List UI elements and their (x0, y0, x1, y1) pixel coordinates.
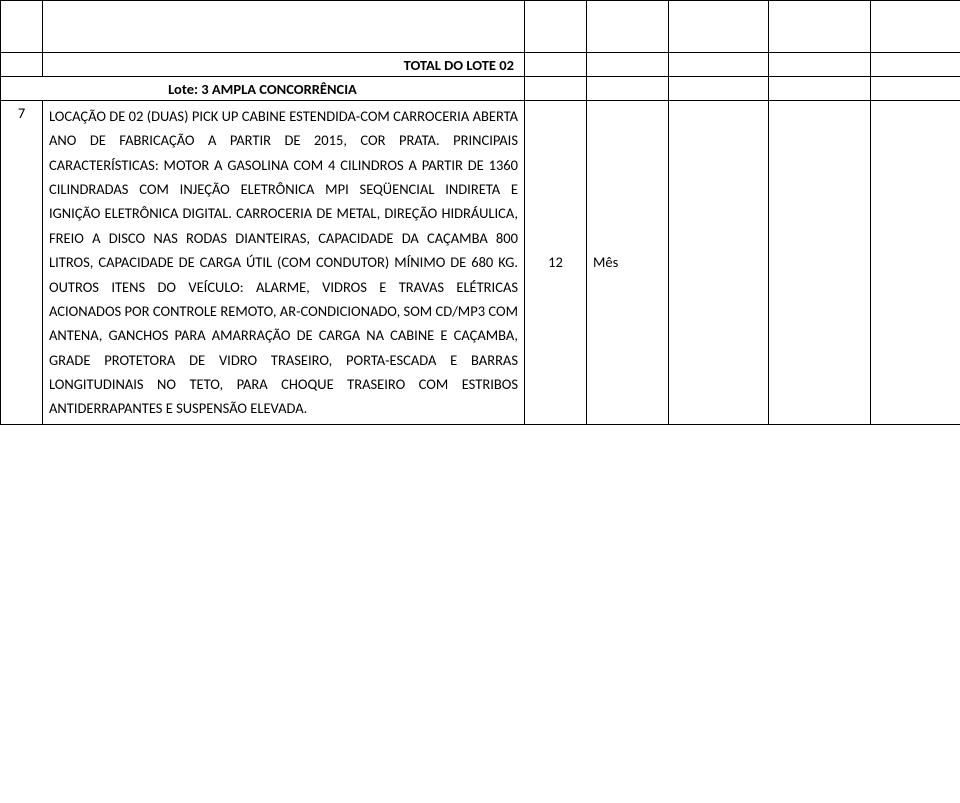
header-cell-num (1, 1, 43, 53)
header-cell-desc (43, 1, 525, 53)
lote-row: Lote: 3 AMPLA CONCORRÊNCIA (1, 77, 960, 101)
item-price2 (769, 101, 871, 425)
page: TOTAL DO LOTE 02 Lote: 3 AMPLA CONCORRÊN… (0, 0, 960, 803)
lote-cell-qty (525, 77, 587, 101)
header-cell-qty (525, 1, 587, 53)
total-cell-price2 (769, 53, 871, 77)
item-price3 (871, 101, 960, 425)
data-table: TOTAL DO LOTE 02 Lote: 3 AMPLA CONCORRÊN… (0, 0, 960, 425)
header-cell-unit (587, 1, 669, 53)
total-cell-price1 (669, 53, 769, 77)
item-price1 (669, 101, 769, 425)
lote-label: Lote: 3 AMPLA CONCORRÊNCIA (1, 77, 525, 101)
item-unit: Mês (587, 101, 669, 425)
item-qty: 12 (525, 101, 587, 425)
lote-cell-price3 (871, 77, 960, 101)
lote-cell-unit (587, 77, 669, 101)
header-cell-price2 (769, 1, 871, 53)
header-cell-price3 (871, 1, 960, 53)
item-number: 7 (1, 101, 43, 425)
item-description: LOCAÇÃO DE 02 (DUAS) PICK UP CABINE ESTE… (43, 101, 525, 425)
item-row: 7 LOCAÇÃO DE 02 (DUAS) PICK UP CABINE ES… (1, 101, 960, 425)
total-cell-num (1, 53, 43, 77)
header-row (1, 1, 960, 53)
total-cell-price3 (871, 53, 960, 77)
total-label: TOTAL DO LOTE 02 (43, 53, 525, 77)
total-cell-qty (525, 53, 587, 77)
total-cell-unit (587, 53, 669, 77)
lote-cell-price1 (669, 77, 769, 101)
header-cell-price1 (669, 1, 769, 53)
total-row: TOTAL DO LOTE 02 (1, 53, 960, 77)
lote-cell-price2 (769, 77, 871, 101)
